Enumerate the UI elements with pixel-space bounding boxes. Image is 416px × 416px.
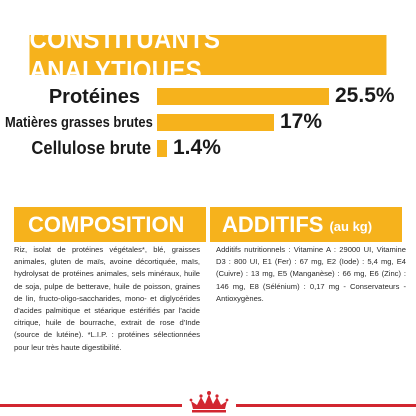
nutrient-value: 17% xyxy=(280,110,323,133)
royal-crown-icon xyxy=(189,391,229,413)
nutrient-bar-proteines xyxy=(157,88,329,105)
additifs-title: ADDITIFS xyxy=(222,211,324,237)
footer-line-left xyxy=(0,404,182,407)
additifs-text: Additifs nutritionnels : Vitamine A : 29… xyxy=(216,245,406,303)
composition-title: COMPOSITION xyxy=(28,211,185,237)
nutrient-row-cellulose: Cellulose brute xyxy=(8,137,151,159)
nutrient-value: 1.4% xyxy=(173,136,221,159)
additifs-unit: (au kg) xyxy=(329,219,373,234)
nutrient-bar-cellulose xyxy=(157,140,167,157)
nutrient-bar-matieres-grasses xyxy=(157,114,274,131)
nutrient-row-proteines: Protéines xyxy=(8,86,140,108)
composition-text: Riz, isolat de protéines végétales*, blé… xyxy=(14,245,200,352)
nutrient-label: Cellulose brute xyxy=(31,138,151,158)
nutrient-label: Protéines xyxy=(48,86,140,108)
nutrient-row-matieres-grasses: Matières grasses brutes xyxy=(5,112,153,134)
additifs-banner: ADDITIFS (au kg) xyxy=(210,207,402,242)
footer-line-right xyxy=(236,404,416,407)
nutrient-value: 25.5% xyxy=(335,84,395,107)
constituants-title: CONSTITUANTS ANALYTIQUES xyxy=(29,24,221,85)
constituants-banner: CONSTITUANTS ANALYTIQUES xyxy=(29,24,387,85)
composition-banner: COMPOSITION xyxy=(14,207,206,242)
nutrient-label: Matières grasses brutes xyxy=(5,114,153,131)
